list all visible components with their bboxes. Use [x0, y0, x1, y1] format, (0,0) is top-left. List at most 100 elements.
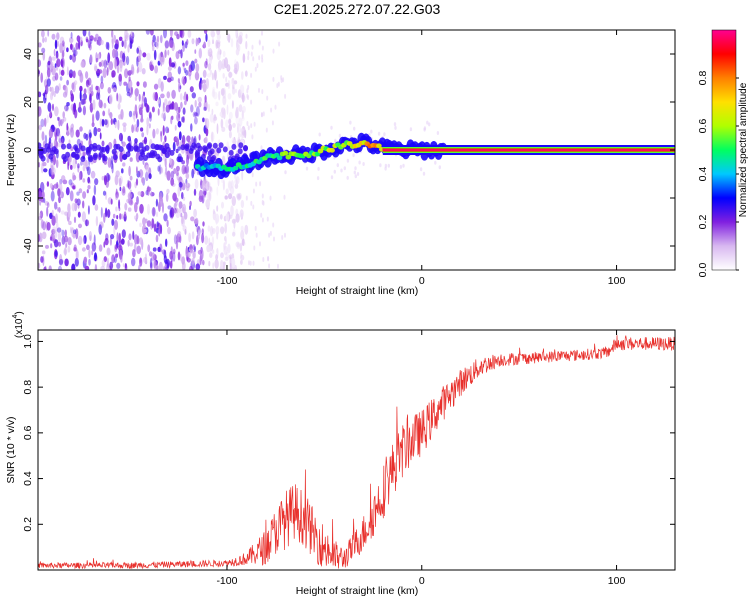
noise-blob	[109, 237, 112, 246]
noise-blob	[66, 47, 69, 53]
noise-blob	[245, 40, 248, 50]
noise-blob	[53, 239, 59, 248]
noise-blob	[55, 221, 59, 232]
noise-blob	[89, 102, 94, 113]
noise-blob	[145, 164, 149, 172]
noise-blob	[169, 157, 173, 165]
noise-blob	[252, 204, 255, 210]
noise-blob	[175, 170, 179, 177]
noise-blob	[193, 112, 199, 117]
noise-blob	[258, 87, 260, 93]
signal-blob	[376, 143, 382, 149]
noise-blob	[261, 89, 264, 95]
noise-blob	[63, 235, 69, 243]
noise-blob	[191, 92, 196, 99]
noise-blob	[231, 143, 237, 150]
noise-blob	[370, 129, 373, 134]
noise-blob	[133, 243, 137, 252]
noise-blob	[90, 170, 96, 179]
noise-blob	[83, 235, 87, 244]
noise-blob	[216, 205, 219, 212]
noise-blob	[207, 103, 210, 113]
y-tick-label: 0	[22, 147, 34, 153]
noise-blob	[87, 205, 90, 215]
noise-blob	[193, 208, 198, 218]
noise-blob	[88, 231, 92, 241]
noise-blob	[95, 110, 100, 121]
noise-blob	[208, 57, 212, 65]
noise-blob	[139, 149, 145, 156]
noise-blob	[141, 177, 144, 184]
noise-blob	[80, 145, 86, 152]
noise-blob	[198, 189, 203, 200]
noise-blob	[194, 58, 198, 64]
noise-blob	[212, 142, 218, 149]
noise-blob	[44, 201, 49, 206]
noise-blob	[101, 175, 105, 181]
noise-blob	[183, 91, 187, 101]
noise-blob	[46, 157, 50, 163]
noise-blob	[57, 265, 63, 270]
noise-blob	[134, 215, 138, 220]
noise-blob	[409, 127, 413, 132]
noise-blob	[122, 52, 126, 63]
noise-blob	[129, 175, 133, 181]
noise-blob	[220, 88, 225, 96]
noise-blob	[111, 148, 117, 155]
noise-blob	[246, 93, 249, 99]
noise-blob	[236, 39, 239, 50]
noise-blob	[203, 30, 208, 34]
noise-blob	[233, 67, 238, 74]
noise-blob	[81, 211, 86, 223]
noise-blob	[212, 227, 216, 235]
noise-blob	[208, 245, 213, 253]
noise-blob	[111, 254, 115, 263]
noise-blob	[216, 30, 221, 36]
noise-blob	[58, 83, 61, 91]
noise-blob	[126, 55, 130, 66]
noise-blob	[134, 88, 139, 97]
noise-blob	[241, 71, 244, 80]
noise-blob	[41, 191, 45, 200]
noise-blob	[44, 36, 47, 43]
noise-blob	[50, 164, 54, 176]
noise-blob	[110, 234, 115, 240]
noise-blob	[91, 122, 95, 127]
noise-blob	[88, 156, 94, 163]
noise-blob	[259, 241, 261, 247]
noise-blob	[51, 56, 56, 61]
noise-blob	[197, 38, 200, 45]
noise-blob	[80, 61, 85, 68]
noise-blob	[83, 256, 88, 264]
noise-blob	[177, 251, 181, 261]
noise-blob	[128, 200, 134, 206]
noise-blob	[194, 116, 198, 125]
signal-blob	[282, 150, 289, 156]
noise-blob	[64, 104, 67, 111]
noise-blob	[214, 259, 219, 269]
noise-blob	[191, 231, 195, 240]
noise-blob	[216, 248, 219, 255]
y-tick-label: 40	[22, 48, 34, 60]
noise-blob	[198, 48, 202, 59]
noise-blob	[239, 84, 245, 95]
noise-blob	[120, 255, 123, 263]
noise-blob	[203, 41, 206, 48]
noise-blob	[161, 249, 166, 255]
noise-blob	[226, 33, 231, 42]
noise-blob	[330, 175, 334, 180]
noise-blob	[116, 65, 120, 74]
noise-blob	[121, 168, 124, 174]
noise-blob	[103, 212, 106, 223]
noise-blob	[206, 73, 212, 78]
noise-blob	[87, 39, 91, 49]
noise-blob	[174, 124, 177, 131]
noise-blob	[110, 198, 113, 205]
noise-blob	[252, 56, 255, 62]
noise-blob	[221, 107, 226, 116]
noise-blob	[125, 151, 131, 158]
noise-blob	[241, 116, 245, 121]
noise-blob	[118, 232, 122, 244]
signal-blob	[276, 155, 283, 161]
noise-blob	[228, 149, 234, 156]
